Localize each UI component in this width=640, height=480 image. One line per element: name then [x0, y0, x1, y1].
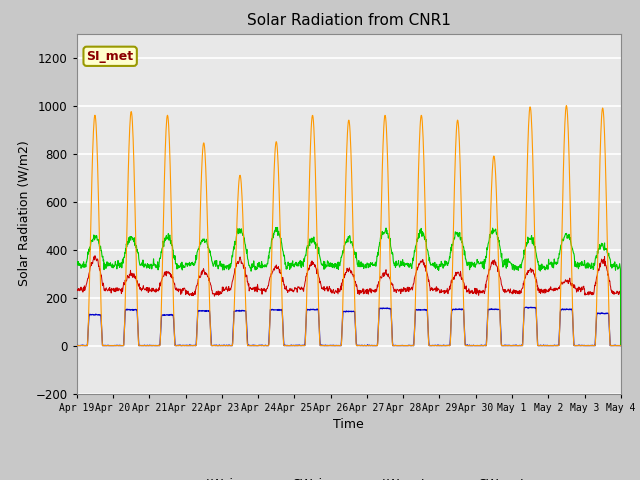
Title: Solar Radiation from CNR1: Solar Radiation from CNR1	[247, 13, 451, 28]
Legend: LW_in, SW_in, LW_out, SW_out: LW_in, SW_in, LW_out, SW_out	[168, 472, 530, 480]
Text: SI_met: SI_met	[86, 50, 134, 63]
Y-axis label: Solar Radiation (W/m2): Solar Radiation (W/m2)	[17, 141, 30, 287]
X-axis label: Time: Time	[333, 418, 364, 431]
